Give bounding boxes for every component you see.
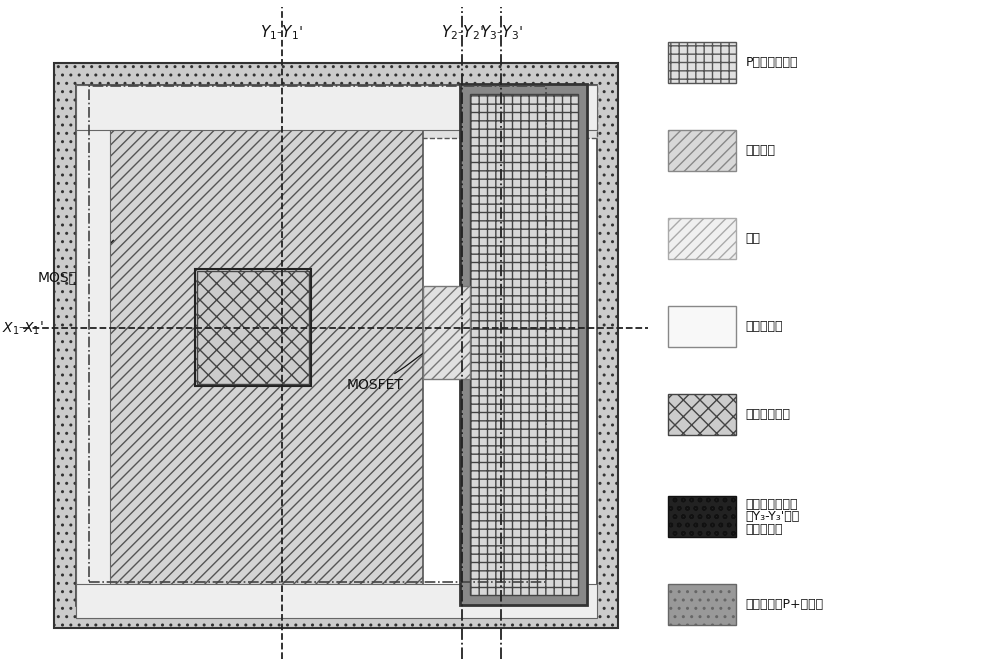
Text: 在Y₃-Y₃'方向: 在Y₃-Y₃'方向 <box>746 510 800 523</box>
Text: 光电子调制P+掺杂区: 光电子调制P+掺杂区 <box>746 598 824 611</box>
Text: $Y_2$-$Y_2$': $Y_2$-$Y_2$' <box>441 23 484 42</box>
Text: MOS电容: MOS电容 <box>37 240 113 284</box>
Bar <box>668 306 736 347</box>
Bar <box>54 63 618 628</box>
Bar <box>423 286 470 379</box>
Bar <box>195 270 311 386</box>
Bar <box>76 85 597 130</box>
Text: （未画出）: （未画出） <box>746 523 783 536</box>
Bar <box>76 99 110 619</box>
Bar <box>110 99 423 619</box>
Text: 控制栅极: 控制栅极 <box>746 144 776 157</box>
Text: $Y_1$-$Y_1$': $Y_1$-$Y_1$' <box>260 23 303 42</box>
Bar <box>668 130 736 170</box>
Text: P型衬底有源区: P型衬底有源区 <box>746 56 798 69</box>
Text: $Y_3$-$Y_3$': $Y_3$-$Y_3$' <box>480 23 523 42</box>
Text: MOSFET: MOSFET <box>347 309 468 392</box>
Bar <box>668 394 736 435</box>
Text: 深沟槽隔离: 深沟槽隔离 <box>746 320 783 332</box>
Bar <box>668 584 736 625</box>
Text: 光电子调制电极: 光电子调制电极 <box>746 498 798 511</box>
Text: 衬底底部电极: 衬底底部电极 <box>746 408 791 421</box>
Bar <box>76 85 597 605</box>
Bar <box>76 584 597 619</box>
Bar <box>89 86 546 582</box>
Bar <box>668 496 736 537</box>
Text: 浮栅: 浮栅 <box>746 232 761 244</box>
Bar <box>470 93 578 595</box>
Bar <box>197 272 309 384</box>
Bar <box>668 42 736 83</box>
Bar <box>76 85 597 137</box>
Bar <box>460 84 587 605</box>
Bar <box>668 218 736 258</box>
Text: $X_1$-$X_1$': $X_1$-$X_1$' <box>2 320 44 337</box>
